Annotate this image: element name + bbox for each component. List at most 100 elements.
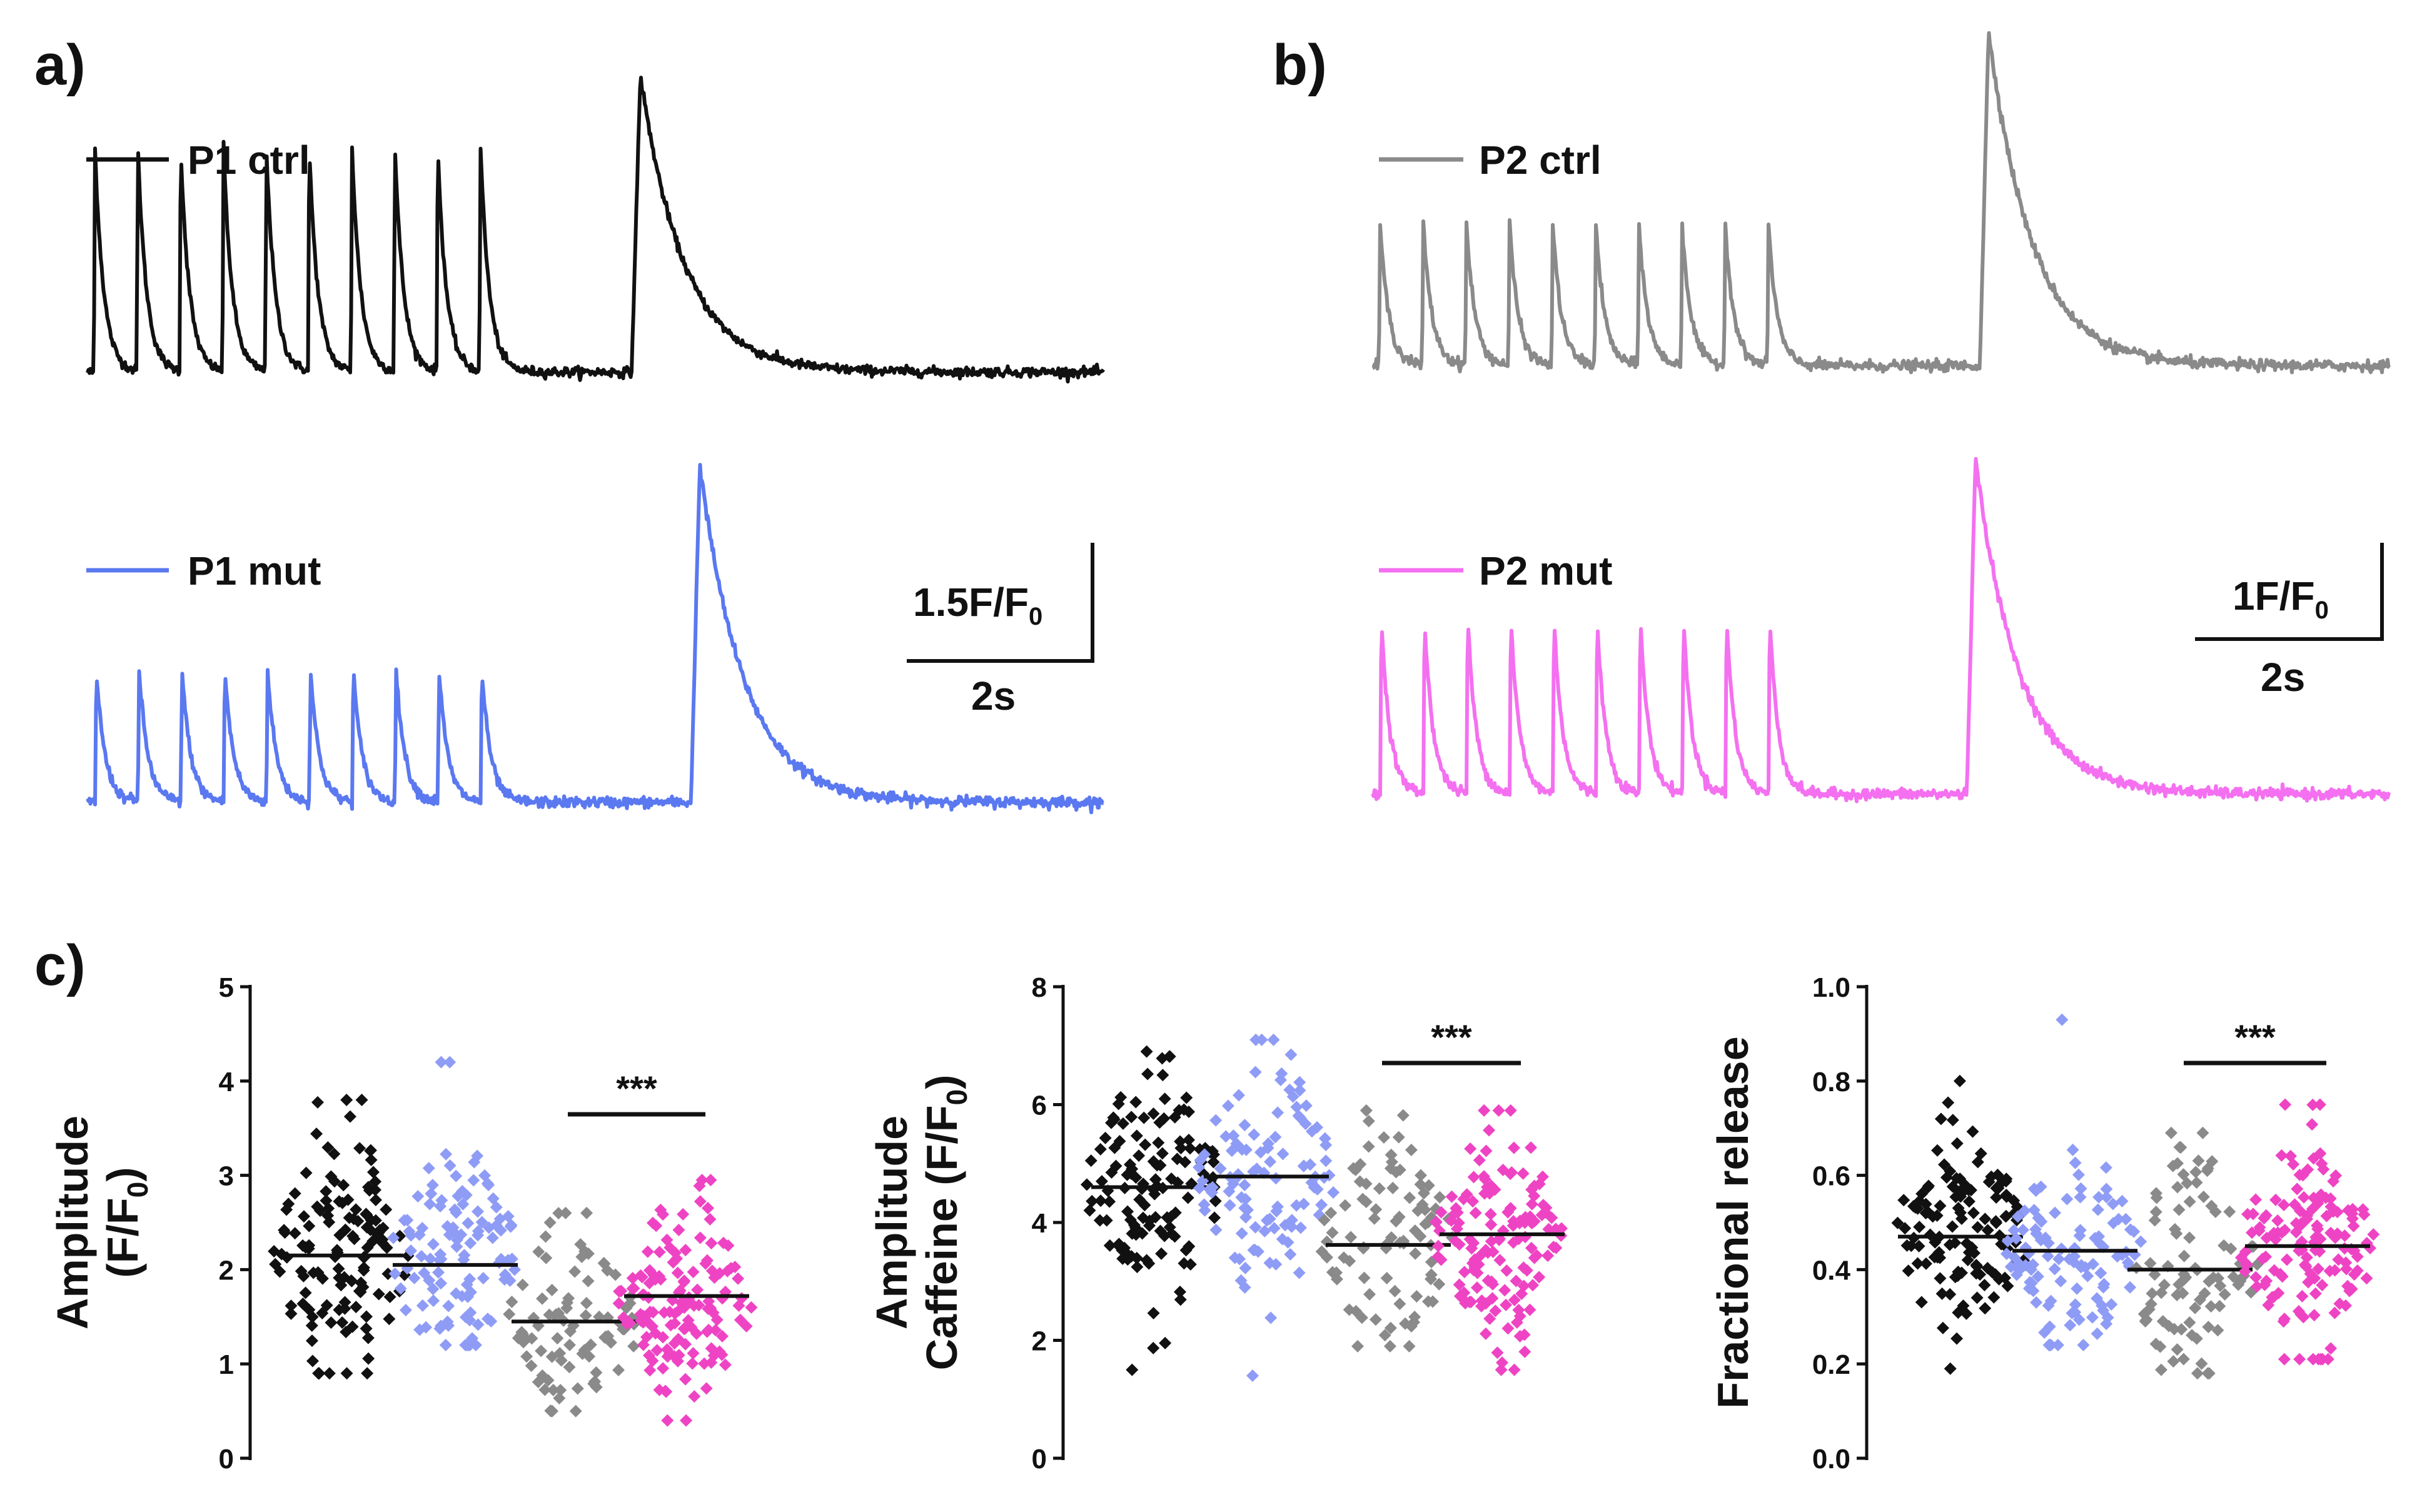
data-point <box>1285 1220 1298 1233</box>
data-point <box>2030 1296 2043 1309</box>
data-point <box>575 1251 588 1264</box>
data-point <box>653 1246 666 1259</box>
data-point <box>1451 1206 1464 1219</box>
data-point <box>1136 1211 1149 1224</box>
data-point <box>1986 1266 1999 1279</box>
data-point <box>687 1266 700 1279</box>
data-point <box>413 1323 426 1336</box>
data-point <box>335 1279 348 1292</box>
data-point <box>408 1271 421 1284</box>
scatter-group-p1-mut <box>2000 1013 2147 1352</box>
data-point <box>1472 1258 1485 1271</box>
data-point <box>1508 1293 1521 1306</box>
data-point <box>709 1324 722 1337</box>
data-point <box>1390 1166 1403 1179</box>
data-point <box>708 1271 721 1284</box>
data-point <box>1326 1226 1339 1239</box>
data-point <box>1207 1156 1220 1169</box>
data-point <box>1982 1176 1996 1189</box>
significance-stars: *** <box>1431 1017 1472 1057</box>
data-point <box>2329 1231 2342 1244</box>
data-point <box>2275 1149 2288 1162</box>
data-point <box>323 1367 336 1380</box>
y-tick-label: 4 <box>219 1067 235 1097</box>
data-point <box>1125 1111 1138 1124</box>
data-point <box>653 1270 666 1283</box>
data-point <box>2149 1206 2162 1219</box>
data-point <box>2276 1270 2289 1283</box>
data-point <box>2183 1316 2196 1329</box>
data-point <box>1422 1179 1435 1192</box>
data-point <box>323 1216 336 1229</box>
data-point <box>2119 1212 2132 1226</box>
data-point <box>1276 1147 1289 1161</box>
data-point <box>426 1283 440 1296</box>
data-point <box>1263 1212 1276 1226</box>
data-point <box>305 1319 318 1332</box>
data-point <box>1929 1236 1942 1249</box>
data-point <box>2066 1307 2079 1320</box>
trace-p2-mut <box>1371 456 2391 804</box>
data-point <box>569 1404 582 1418</box>
data-point <box>1152 1136 1165 1149</box>
data-point <box>461 1339 474 1352</box>
data-point <box>365 1154 378 1167</box>
data-point <box>1330 1266 1343 1279</box>
data-point <box>1489 1304 1502 1318</box>
data-point <box>1513 1329 1526 1343</box>
data-point <box>2202 1321 2215 1334</box>
data-point <box>1325 1206 1338 1219</box>
data-point <box>563 1338 576 1351</box>
data-point <box>704 1212 717 1226</box>
data-point <box>2321 1353 2334 1366</box>
data-point <box>2154 1340 2167 1353</box>
data-point <box>719 1358 732 1371</box>
data-point <box>740 1319 753 1333</box>
data-point <box>1380 1272 1393 1285</box>
trace-line <box>86 463 1104 815</box>
data-point <box>2324 1192 2337 1205</box>
data-point <box>1155 1247 1168 1260</box>
data-point <box>1129 1096 1143 1109</box>
data-point <box>504 1220 517 1233</box>
data-point <box>1369 1313 1382 1326</box>
data-point <box>2278 1353 2291 1366</box>
data-point <box>1156 1147 1169 1160</box>
data-point <box>613 1285 626 1298</box>
data-point <box>1510 1274 1523 1288</box>
data-point <box>1907 1199 1920 1212</box>
data-point <box>1953 1074 1966 1087</box>
data-point <box>2218 1288 2231 1301</box>
data-point <box>1500 1298 1513 1311</box>
data-point <box>1174 1142 1188 1155</box>
data-point <box>498 1273 511 1286</box>
data-point <box>1356 1192 1370 1206</box>
data-point <box>1183 1240 1196 1253</box>
scatter-group-p1-mut <box>387 1056 521 1352</box>
data-point <box>1902 1264 1915 1278</box>
data-point <box>448 1203 462 1216</box>
data-point <box>732 1299 745 1313</box>
data-point <box>2189 1301 2202 1314</box>
data-point <box>1248 1128 1261 1141</box>
data-point <box>1285 1214 1298 1227</box>
data-point <box>361 1181 375 1194</box>
data-point <box>2099 1161 2112 1174</box>
data-point <box>543 1216 557 1229</box>
scatter-plot-amplitude-caffeine: 0 2 4 6 8 AmplitudeCaffeine (F/F0) *** <box>867 972 1568 1474</box>
data-point <box>340 1367 353 1380</box>
data-point <box>1488 1183 1501 1196</box>
data-point <box>1911 1257 1924 1270</box>
data-point <box>1464 1142 1477 1155</box>
data-point <box>435 1252 448 1266</box>
data-point <box>579 1309 592 1322</box>
data-point <box>1264 1155 1277 1168</box>
data-point <box>2332 1253 2345 1266</box>
data-point <box>1105 1116 1118 1129</box>
data-point <box>332 1262 345 1275</box>
data-point <box>1239 1261 1252 1274</box>
data-point <box>1555 1222 1568 1235</box>
data-point <box>691 1283 704 1296</box>
data-point <box>2309 1231 2323 1244</box>
scale-bar-a-y-label: 1.5F/F0 <box>913 580 1042 630</box>
